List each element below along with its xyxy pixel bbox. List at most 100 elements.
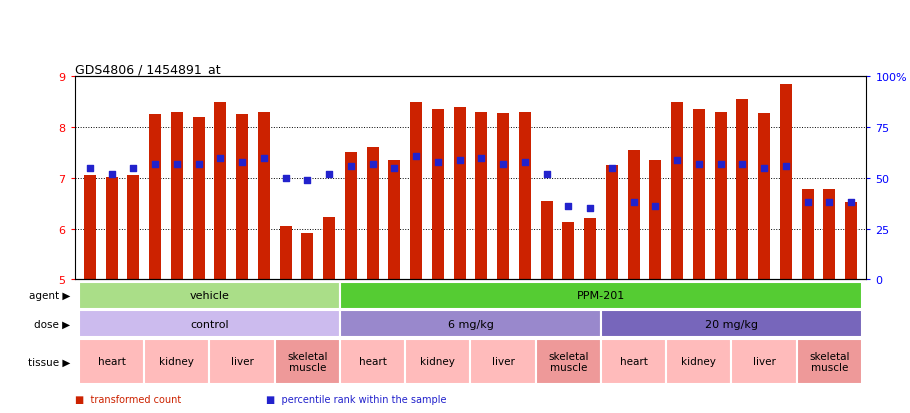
Text: skeletal
muscle: skeletal muscle — [287, 351, 328, 373]
Bar — [279, 226, 291, 280]
Point — [191, 161, 206, 168]
Text: 6 mg/kg: 6 mg/kg — [448, 319, 493, 329]
Bar — [802, 190, 814, 280]
Bar — [453, 107, 466, 280]
Bar — [736, 100, 748, 280]
Text: kidney: kidney — [682, 356, 716, 367]
Text: liver: liver — [491, 356, 514, 367]
Bar — [780, 85, 792, 280]
Bar — [732, 339, 797, 385]
Bar — [193, 118, 205, 280]
Bar — [84, 176, 96, 280]
Bar — [601, 339, 666, 385]
Point — [800, 199, 814, 206]
Point — [147, 161, 162, 168]
Bar — [475, 113, 488, 280]
Bar — [410, 102, 422, 280]
Text: ■  percentile rank within the sample: ■ percentile rank within the sample — [266, 394, 446, 404]
Text: GDS4806 / 1454891_at: GDS4806 / 1454891_at — [75, 63, 220, 76]
Point — [735, 161, 750, 168]
Point — [496, 161, 511, 168]
Bar — [797, 339, 862, 385]
Bar — [127, 176, 139, 280]
Text: ■  transformed count: ■ transformed count — [75, 394, 181, 404]
Point — [83, 165, 97, 172]
Point — [670, 157, 684, 164]
Bar — [671, 102, 683, 280]
Text: heart: heart — [359, 356, 387, 367]
Bar — [693, 110, 705, 280]
Bar — [106, 178, 117, 280]
Point — [365, 161, 379, 168]
Bar — [215, 102, 227, 280]
Bar — [144, 339, 209, 385]
Bar — [301, 233, 313, 280]
Point — [844, 199, 858, 206]
Bar — [714, 113, 726, 280]
Bar — [367, 148, 379, 280]
Point — [126, 165, 141, 172]
Bar — [432, 110, 444, 280]
Point — [561, 204, 576, 210]
Point — [344, 163, 359, 170]
Bar — [236, 115, 248, 280]
Bar — [79, 339, 144, 385]
Text: kidney: kidney — [420, 356, 455, 367]
Point — [257, 155, 271, 161]
Point — [452, 157, 467, 164]
Point — [626, 199, 641, 206]
Bar — [601, 310, 862, 337]
Bar — [340, 282, 862, 309]
Text: heart: heart — [97, 356, 126, 367]
Point — [582, 205, 597, 212]
Bar — [340, 339, 405, 385]
Text: kidney: kidney — [159, 356, 194, 367]
Text: control: control — [190, 319, 228, 329]
Point — [713, 161, 728, 168]
Bar — [541, 201, 552, 280]
Bar — [79, 282, 340, 309]
Text: 20 mg/kg: 20 mg/kg — [705, 319, 758, 329]
Bar — [628, 151, 640, 280]
Bar — [209, 339, 275, 385]
Bar — [171, 113, 183, 280]
Bar — [519, 113, 531, 280]
Point — [105, 171, 119, 178]
Text: dose ▶: dose ▶ — [34, 319, 70, 329]
Text: PPM-201: PPM-201 — [577, 291, 625, 301]
Text: tissue ▶: tissue ▶ — [27, 356, 70, 367]
Point — [779, 163, 794, 170]
Text: liver: liver — [753, 356, 775, 367]
Bar — [584, 219, 596, 280]
Bar — [758, 114, 770, 280]
Point — [278, 175, 293, 182]
Point — [300, 177, 315, 184]
Point — [822, 199, 836, 206]
Point — [430, 159, 445, 166]
Point — [604, 165, 619, 172]
Bar — [470, 339, 536, 385]
Bar — [405, 339, 470, 385]
Bar — [258, 113, 270, 280]
Bar — [275, 339, 340, 385]
Bar — [650, 161, 662, 280]
Bar — [149, 115, 161, 280]
Point — [235, 159, 249, 166]
Point — [409, 153, 423, 159]
Bar — [323, 218, 335, 280]
Text: vehicle: vehicle — [189, 291, 229, 301]
Bar — [345, 153, 357, 280]
Point — [692, 161, 706, 168]
Bar — [389, 161, 400, 280]
Text: skeletal
muscle: skeletal muscle — [548, 351, 589, 373]
Point — [757, 165, 772, 172]
Point — [322, 171, 337, 178]
Text: skeletal
muscle: skeletal muscle — [809, 351, 850, 373]
Bar — [606, 166, 618, 280]
Point — [169, 161, 184, 168]
Bar — [824, 190, 835, 280]
Bar — [79, 310, 340, 337]
Bar — [666, 339, 732, 385]
Text: liver: liver — [230, 356, 254, 367]
Point — [387, 165, 401, 172]
